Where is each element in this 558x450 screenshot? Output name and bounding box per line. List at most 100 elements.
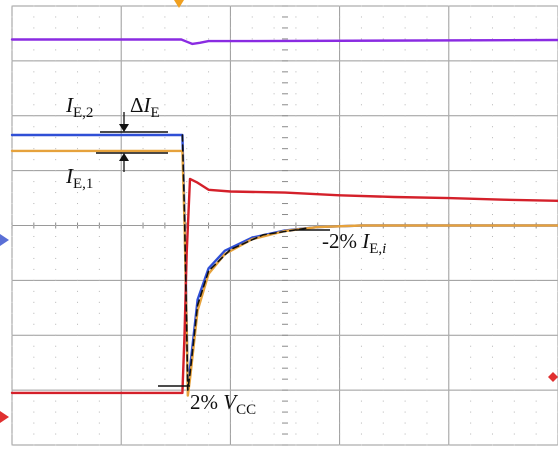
grid-dot <box>317 400 319 402</box>
grid-dot <box>229 82 231 84</box>
marker-layer <box>0 0 558 423</box>
grid-dot <box>77 82 79 84</box>
series-line-2 <box>10 149 558 397</box>
grid-dot <box>55 268 57 270</box>
grid-dot <box>382 27 384 29</box>
grid-dot <box>448 27 450 29</box>
grid-dot <box>426 148 428 150</box>
grid-dot <box>208 115 210 117</box>
grid-dot <box>120 16 122 18</box>
grid-dot <box>339 290 341 292</box>
grid-dot <box>273 115 275 117</box>
grid-dot <box>513 126 515 128</box>
grid-dot <box>404 312 406 314</box>
grid-dot <box>470 126 472 128</box>
grid-dot <box>535 115 537 117</box>
grid-dot <box>404 115 406 117</box>
grid-dot <box>448 115 450 117</box>
grid-dot <box>448 137 450 139</box>
grid-dot <box>382 148 384 150</box>
grid-dot <box>513 268 515 270</box>
grid-dot <box>404 148 406 150</box>
grid-dot <box>535 16 537 18</box>
grid-dot <box>11 104 13 106</box>
grid-dot <box>208 225 210 226</box>
grid-dot <box>11 323 13 325</box>
grid-dot <box>164 82 166 84</box>
grid-dot <box>33 181 35 183</box>
grid-dot <box>339 444 341 446</box>
grid-dot <box>142 49 144 51</box>
grid-dot <box>404 356 406 358</box>
grid-dot <box>11 367 13 369</box>
grid-dot <box>120 367 122 369</box>
grid-dot <box>251 444 253 446</box>
grid-dot <box>208 159 210 161</box>
grid-dot <box>491 159 493 161</box>
grid-dot <box>535 148 537 150</box>
grid-dot <box>98 356 100 358</box>
grid-dot <box>98 16 100 18</box>
grid-dot <box>251 126 253 128</box>
grid-dot <box>164 422 166 424</box>
grid-dot <box>404 378 406 380</box>
grid-dot <box>535 181 537 183</box>
grid-dot <box>120 356 122 358</box>
grid-dot <box>273 49 275 51</box>
grid-dot <box>142 16 144 18</box>
grid-dot <box>491 104 493 106</box>
grid-dot <box>55 279 57 281</box>
grid-dot <box>535 203 537 205</box>
grid-dot <box>77 214 79 216</box>
grid-dot <box>404 16 406 18</box>
grid-dot <box>11 71 13 73</box>
grid-dot <box>11 203 13 205</box>
grid-dot <box>186 71 188 73</box>
grid-dot <box>535 334 537 336</box>
grid-dot <box>229 181 231 183</box>
grid-dot <box>186 60 188 62</box>
grid-dot <box>273 323 275 325</box>
grid-dot <box>535 104 537 106</box>
grid-dot <box>470 82 472 84</box>
grid-dot <box>339 356 341 358</box>
grid-dot <box>142 301 144 303</box>
grid-dot <box>339 192 341 194</box>
grid-dot <box>55 422 57 424</box>
grid-dot <box>208 27 210 29</box>
grid-dot <box>470 246 472 248</box>
grid-dot <box>273 367 275 369</box>
grid-dot <box>535 49 537 51</box>
grid-dot <box>382 115 384 117</box>
grid-dot <box>142 60 144 62</box>
grid-dot <box>535 214 537 216</box>
grid-dot <box>404 345 406 347</box>
grid-dot <box>404 181 406 183</box>
grid-dot <box>360 422 362 424</box>
grid-dot <box>360 27 362 29</box>
grid-dot <box>208 345 210 347</box>
grid-dot <box>295 5 297 7</box>
grid-dot <box>229 433 231 435</box>
grid-dot <box>360 49 362 51</box>
grid-dot <box>229 115 231 117</box>
grid-dot <box>77 301 79 303</box>
grid-dot <box>229 279 231 281</box>
grid-dot <box>55 126 57 128</box>
grid-dot <box>229 345 231 347</box>
grid-dot <box>404 137 406 139</box>
grid-dot <box>98 126 100 128</box>
grid-dot <box>120 422 122 424</box>
grid-dot <box>513 356 515 358</box>
grid-dot <box>98 27 100 29</box>
grid-dot <box>77 126 79 128</box>
grid-dot <box>448 312 450 314</box>
grid-dot <box>164 225 166 226</box>
grid-dot <box>513 192 515 194</box>
grid-dot <box>404 257 406 259</box>
grid-dot <box>317 16 319 18</box>
grid-dot <box>295 356 297 358</box>
grid-dot <box>513 181 515 183</box>
grid-dot <box>98 400 100 402</box>
